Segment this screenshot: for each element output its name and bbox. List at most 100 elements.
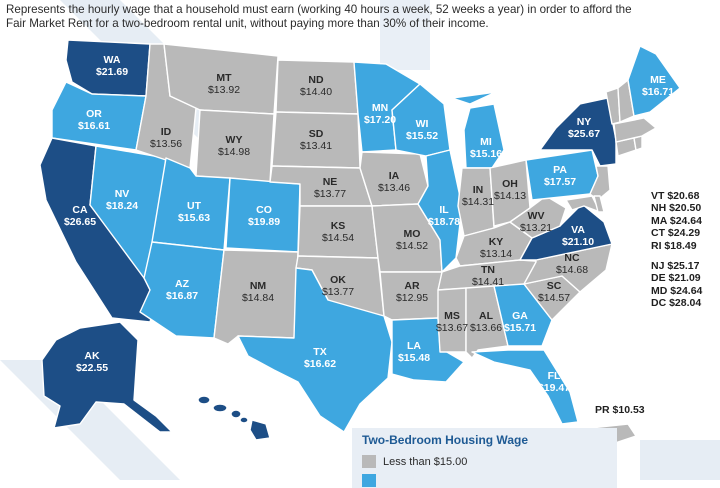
state-label-ak: AK $22.55 (76, 350, 108, 374)
state-label-ne: NE $13.77 (314, 176, 346, 200)
state-label-wage: $25.67 (567, 128, 601, 140)
state-label-wage: $14.31 (461, 196, 495, 208)
legend-panel (352, 428, 617, 488)
state-label-name: OH (502, 178, 518, 190)
state-label-wy: WY $14.98 (218, 134, 250, 158)
state-label-wage: $17.57 (543, 176, 577, 188)
state-label-wi: WI $15.52 (406, 118, 438, 142)
state-MS (437, 287, 467, 353)
state-label-name: AZ (175, 278, 189, 290)
state-label-wage: $13.21 (519, 222, 553, 234)
legend-label: Less than $15.00 (383, 455, 468, 468)
state-label-al: AL $13.66 (470, 310, 502, 334)
state-label-name: ND (308, 74, 324, 86)
state-label-name: KS (330, 220, 346, 232)
state-label-tx: TX $16.62 (304, 346, 336, 370)
state-label-co: CO $19.89 (248, 204, 280, 228)
state-label-name: CO (256, 204, 272, 216)
state-label-wage: $15.63 (177, 212, 211, 224)
state-label-wage: $13.46 (377, 182, 411, 194)
state-label-oh: OH $14.13 (494, 178, 526, 202)
state-label-ks: KS $14.54 (322, 220, 354, 244)
state-label-wage: $21.69 (95, 66, 129, 78)
state-FL (471, 349, 579, 425)
ne-item: DE $21.09 (651, 272, 701, 285)
ne-item: DC $28.04 (651, 297, 702, 310)
state-label-tn: TN $14.41 (472, 264, 504, 288)
state-label-wage: $15.71 (503, 322, 537, 334)
state-label-wage: $13.14 (479, 248, 513, 260)
state-label-name: MO (403, 228, 421, 240)
state-label-wage: $14.68 (555, 264, 589, 276)
ne-item: NH $20.50 (651, 202, 702, 215)
state-label-hi: HI $31.61 (220, 420, 252, 444)
state-label-name: IN (472, 184, 484, 196)
state-label-wage: $13.66 (469, 322, 503, 334)
ne-item: MD $24.64 (651, 284, 703, 297)
state-label-wage: $15.52 (405, 130, 439, 142)
state-label-wage: $14.52 (395, 240, 429, 252)
state-label-wage: $13.67 (435, 322, 469, 334)
state-label-fl: FL $19.47 (538, 370, 570, 394)
state-label-nm: NM $14.84 (242, 280, 274, 304)
state-MD (565, 195, 601, 213)
state-label-mn: MN $17.20 (364, 102, 396, 126)
state-label-name: LA (407, 340, 421, 352)
state-label-wage: $31.61 (219, 432, 253, 444)
northeast-list-group1: VT $20.68 NH $20.50 MA $24.64 CT $24.29 … (651, 190, 702, 252)
state-label-me: ME $16.71 (642, 74, 674, 98)
state-label-wage: $16.62 (303, 358, 337, 370)
state-label-wage: $14.98 (217, 146, 251, 158)
state-label-name: TN (481, 264, 495, 276)
caption-line-2: Fair Market Rent for a two-bedroom renta… (6, 17, 489, 30)
legend-swatch (362, 474, 376, 487)
state-label-wage: $14.84 (241, 292, 275, 304)
state-label-name: MS (444, 310, 460, 322)
state-label-va: VA $21.10 (562, 224, 594, 248)
pr-label: PR $10.53 (595, 404, 645, 416)
state-label-name: AL (479, 310, 493, 322)
state-label-name: ME (650, 74, 666, 86)
state-label-name: OR (86, 108, 102, 120)
state-label-mt: MT $13.92 (208, 72, 240, 96)
state-label-wage: $18.78 (427, 216, 461, 228)
state-label-name: HI (230, 420, 242, 432)
state-label-name: KY (488, 236, 504, 248)
state-label-name: TX (313, 346, 327, 358)
state-label-ar: AR $12.95 (396, 280, 428, 304)
state-label-name: FL (547, 370, 561, 382)
state-label-wage: $14.40 (299, 86, 333, 98)
state-HI (197, 395, 271, 441)
state-label-name: GA (512, 310, 528, 322)
state-label-name: SD (308, 128, 324, 140)
state-label-name: AK (84, 350, 100, 362)
state-ME (627, 45, 681, 117)
state-label-wage: $18.24 (105, 200, 139, 212)
state-label-name: NM (249, 280, 267, 292)
state-label-wage: $14.54 (321, 232, 355, 244)
state-label-wage: $13.92 (207, 84, 241, 96)
state-label-ia: IA $13.46 (378, 170, 410, 194)
state-label-name: PA (553, 164, 567, 176)
state-label-wage: $13.41 (299, 140, 333, 152)
state-label-wage: $21.10 (561, 236, 595, 248)
state-label-ky: KY $13.14 (480, 236, 512, 260)
state-label-pa: PA $17.57 (544, 164, 576, 188)
state-label-name: SC (546, 280, 562, 292)
state-label-name: NV (114, 188, 130, 200)
state-label-wage: $15.16 (469, 148, 503, 160)
state-label-wage: $16.61 (77, 120, 111, 132)
state-label-la: LA $15.48 (398, 340, 430, 364)
state-label-wage: $14.41 (471, 276, 505, 288)
state-label-name: NY (576, 116, 592, 128)
state-label-wage: $13.77 (321, 286, 355, 298)
ne-item: RI $18.49 (651, 239, 697, 252)
state-label-name: WI (415, 118, 429, 130)
map-caption: Represents the hourly wage that a househ… (6, 3, 666, 31)
ne-item: CT $24.29 (651, 227, 701, 240)
legend-item-gray: Less than $15.00 (362, 455, 467, 468)
state-label-il: IL $18.78 (428, 204, 460, 228)
state-label-id: ID $13.56 (150, 126, 182, 150)
state-label-wage: $16.71 (641, 86, 675, 98)
state-AK (41, 321, 173, 433)
